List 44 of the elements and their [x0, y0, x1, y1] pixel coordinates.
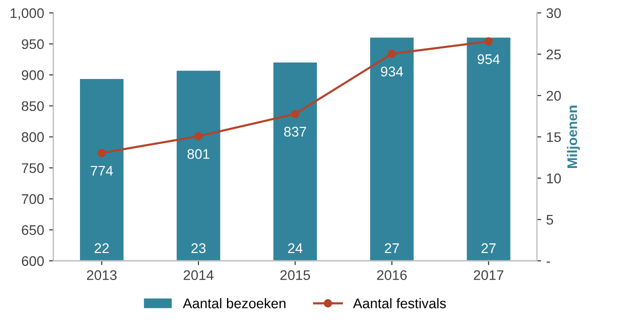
data-label: 27: [384, 243, 399, 253]
x-tick-label: 2014: [184, 270, 214, 280]
y-tick-label: 600: [22, 256, 44, 266]
y-tick-label: 700: [22, 194, 44, 204]
x-tick-label: 2016: [377, 270, 407, 280]
y-tick-label: 900: [22, 70, 44, 80]
bar: [176, 70, 220, 261]
data-label: 22: [94, 243, 109, 253]
y2-tick-label: 20: [546, 90, 561, 101]
data-label: 954: [478, 54, 500, 64]
y-tick-label: 950: [22, 39, 44, 50]
y2-tick-label: 10: [547, 174, 561, 184]
legend-label: Aantal bezoeken: [182, 298, 286, 308]
point: [98, 148, 106, 158]
x-tick-label: 2017: [474, 270, 504, 280]
data-label: 837: [284, 126, 306, 137]
y-tick-label: 750: [22, 163, 44, 174]
data-label: 801: [187, 149, 210, 159]
y-tick-label: 1,000: [10, 8, 44, 20]
y2-axis-title: Miljoenen: [566, 106, 580, 168]
data-label: 24: [288, 243, 302, 253]
legend-label: Aantal festivals: [352, 298, 446, 308]
y2-tick-label: 25: [546, 50, 561, 60]
data-label: 27: [482, 243, 496, 253]
data-label: 23: [191, 243, 206, 254]
y-tick-label: 850: [22, 101, 44, 112]
point: [194, 132, 203, 140]
y2-tick-label: 5: [546, 214, 554, 225]
point: [484, 37, 493, 46]
point: [290, 110, 300, 118]
y2-tick-label: -: [546, 262, 550, 263]
data-label: 934: [380, 66, 404, 76]
bar: [273, 62, 317, 261]
data-label: 774: [90, 166, 113, 176]
x-tick-label: 2015: [280, 270, 310, 280]
y2-tick-label: 15: [547, 132, 561, 142]
bar: [80, 78, 124, 261]
y-tick-label: 650: [22, 225, 44, 235]
y2-tick-label: 30: [546, 8, 561, 18]
x-tick-label: 2013: [86, 270, 117, 280]
y-tick-label: 800: [22, 132, 44, 142]
bar: [370, 38, 414, 261]
bar: [466, 38, 510, 261]
point: [388, 50, 396, 58]
